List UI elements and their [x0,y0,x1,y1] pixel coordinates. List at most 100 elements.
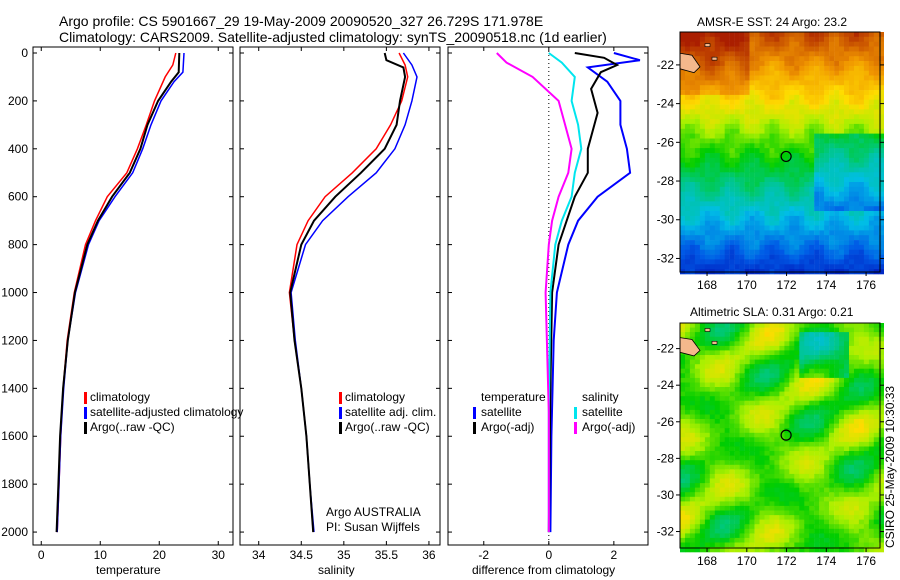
map-cell [839,211,845,217]
map-cell [719,259,725,265]
map-cell [764,225,770,231]
map-cell [839,225,845,231]
map-cell [779,524,785,530]
map-cell [794,235,800,241]
map-cell [804,391,810,397]
map-cell [680,396,686,402]
map-cell [699,201,706,207]
map-cell [804,244,810,251]
map-cell [759,90,765,96]
map-cell [839,341,845,347]
map-cell [729,373,735,379]
map-cell [784,162,790,168]
map-cell [754,51,760,57]
map-cell [858,225,865,231]
y-tick-label: 200 [8,94,28,108]
map-cell [739,138,745,144]
map-cell [858,119,865,125]
map-cell [829,36,835,42]
map-cell [849,441,855,448]
map-cell [878,230,884,236]
map-cell [794,157,800,163]
map-cell [863,455,870,461]
map-cell [680,469,686,475]
map-cell [709,533,715,539]
map-cell [680,36,686,42]
map-cell [724,341,730,347]
map-cell [714,128,720,134]
map-cell [863,432,870,438]
map-cell [680,259,686,265]
map-cell [878,36,884,42]
map-cell [863,65,870,72]
map-cell [774,455,780,461]
map-cell [804,220,810,226]
map-cell [714,157,720,163]
map-cell [709,460,715,466]
map-cell [704,90,711,96]
map-cell [709,387,715,393]
map-cell [854,345,860,352]
map-cell [858,56,865,62]
map-cell [754,359,760,365]
map-cell [714,400,720,406]
map-cell [784,464,790,470]
map-cell [829,396,835,402]
map-cell [714,359,720,365]
map-cell [834,391,840,397]
map-cell [829,230,835,236]
map-cell [789,215,795,222]
map-cell [759,382,765,388]
map-cell [769,80,775,86]
map-cell [749,533,755,539]
map-cell [789,483,795,489]
map-cell [774,496,780,502]
map-cell [804,464,810,470]
map-cell [729,359,735,365]
map-cell [714,542,720,548]
map-cell [839,157,845,163]
map-cell [834,441,840,448]
map-cell [714,464,720,470]
map-cell [789,133,795,139]
map-cell [759,359,765,365]
map-cell [694,143,701,149]
map-cell [854,414,860,420]
map-cell [714,332,720,338]
map-cell [809,460,815,466]
map-cell [724,519,730,525]
map-cell [834,167,840,173]
map-cell [694,172,701,178]
map-cell [699,206,706,212]
map-cell [819,391,825,397]
map-cell [814,167,820,173]
map-cell [714,350,720,356]
map-cell [754,172,760,178]
map-cell [779,519,785,525]
map-cell [724,414,730,420]
map-cell [834,359,840,365]
map-cell [799,473,805,480]
map-cell [704,215,711,222]
y-tick-label: 600 [8,190,28,204]
map-cell [699,162,706,168]
map-cell [699,56,706,62]
map-cell [739,373,745,379]
legend-salinity-title: salinity [582,390,619,404]
map-cell [744,215,750,222]
map-cell [739,172,745,178]
map-cell [878,364,884,370]
map-cell [719,109,725,115]
map-cell [799,177,805,183]
map-cell [873,177,879,183]
map-cell [878,75,884,81]
map-cell [858,327,865,333]
map-cell [799,364,805,370]
map-cell [779,323,785,329]
map-cell [694,56,701,62]
map-cell [799,547,805,553]
map-cell [704,148,711,154]
map-cell [769,451,775,457]
map-cell [799,191,805,197]
map-cell [729,56,735,62]
